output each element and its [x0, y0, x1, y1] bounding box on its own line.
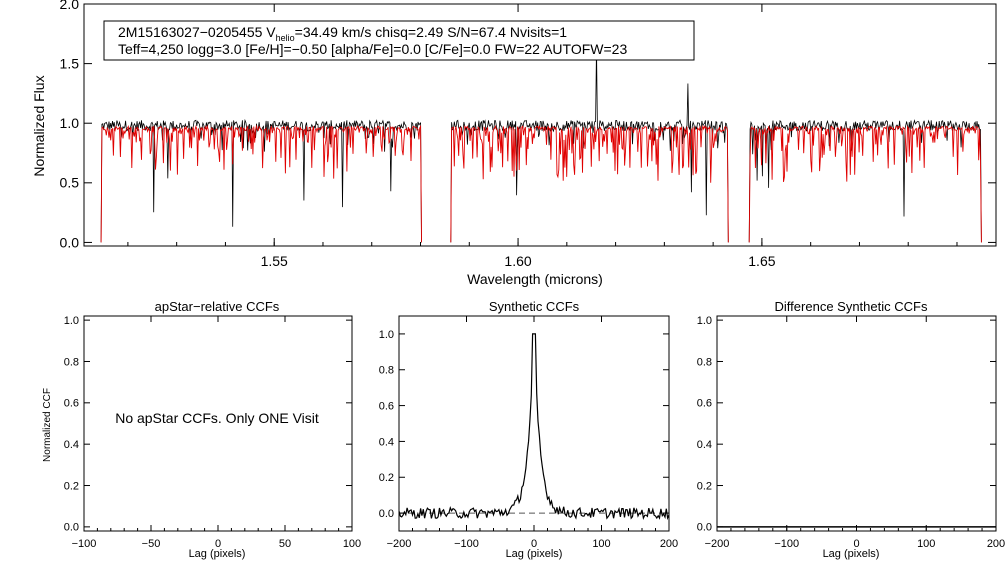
info-line-1: 2M15163027−0205455 Vhelio=34.49 km/s chi…: [118, 24, 567, 43]
observed-spectrum-chip-1: [100, 118, 422, 243]
model-spectrum-chip-1: [100, 124, 422, 243]
x-tick-label: 200: [660, 538, 678, 550]
info-vhelio-sub: helio: [276, 33, 295, 43]
x-tick-label: −100: [454, 538, 479, 550]
y-tick-label: 0.0: [64, 522, 79, 534]
y-tick-label: 0.2: [379, 472, 394, 484]
y-tick-label: 0.2: [697, 480, 712, 492]
info-line-2: Teff=4,250 logg=3.0 [Fe/H]=−0.50 [alpha/…: [118, 41, 627, 57]
ccf-apstar-ticks: −100 −50 0 50 100 0.0 0.2 0.4 0.6 0.8 1.0: [64, 315, 361, 550]
y-tick-label: 0.4: [64, 439, 79, 451]
ccf-synthetic-xlabel: Lag (pixels): [506, 548, 563, 560]
y-tick-label: 0.2: [64, 480, 79, 492]
x-tick-label: −200: [387, 538, 412, 550]
ccf-apstar-title: apStar−relative CCFs: [155, 299, 280, 314]
model-spectrum-chip-3: [748, 125, 982, 243]
y-tick-label: 0.6: [379, 400, 394, 412]
y-tick-label: 0.0: [379, 508, 394, 520]
y-tick-label: 0.5: [60, 175, 80, 191]
ccf-apstar-message: No apStar CCFs. Only ONE Visit: [115, 410, 319, 426]
y-tick-label: 1.0: [379, 329, 394, 341]
ccf-synthetic-frame: [398, 315, 670, 532]
ccf-apstar-xlabel: Lag (pixels): [189, 548, 246, 560]
x-tick-label: 100: [917, 538, 935, 550]
ccf-synthetic-title: Synthetic CCFs: [489, 299, 580, 314]
y-tick-label: 0.6: [697, 398, 712, 410]
x-tick-label: 100: [592, 538, 610, 550]
y-tick-label: 1.5: [60, 56, 80, 72]
y-tick-label: 1.0: [60, 115, 80, 131]
y-tick-label: 0.0: [697, 522, 712, 534]
x-tick-label: 200: [987, 538, 1005, 550]
x-tick-label: −100: [72, 538, 97, 550]
info-box: [103, 20, 695, 61]
ccf-synthetic-ticks: −200 −100 0 100 200 0.0 0.2 0.4 0.6 0.8 1.0: [379, 316, 678, 550]
x-tick-label: −200: [705, 538, 730, 550]
x-tick-label: 0: [531, 538, 537, 550]
spectrum-ticks: 1.55 1.60 1.65 0.0 0.5 1.0 1.5 2.0: [60, 0, 996, 269]
y-tick-label: 0.8: [697, 356, 712, 368]
spectrum-data: [100, 45, 982, 243]
spectrum-frame: [83, 3, 997, 247]
ccf-apstar-plot: apStar−relative CCFs −100 −50 0 50 100 0.0 0.2…: [42, 299, 361, 560]
x-tick-label: 1.55: [261, 253, 288, 269]
synthetic-ccf-line: [398, 333, 670, 521]
x-tick-label: −100: [774, 538, 799, 550]
x-tick-label: 1.65: [748, 253, 775, 269]
y-tick-label: 2.0: [60, 0, 80, 12]
x-tick-label: 0: [215, 538, 221, 550]
y-tick-label: 0.4: [697, 439, 712, 451]
ccf-difference-ticks: −200 −100 0 100 200 0.0 0.2 0.4 0.6 0.8 1.0: [697, 315, 1005, 550]
spectrum-ylabel: Normalized Flux: [31, 75, 47, 176]
observed-spectrum-chip-3: [748, 119, 982, 243]
spectrum-plot: 1.55 1.60 1.65 0.0 0.5 1.0 1.5 2.0 Normalized F…: [31, 0, 997, 287]
y-tick-label: 1.0: [64, 315, 79, 327]
y-tick-label: 0.8: [379, 365, 394, 377]
y-tick-label: 0.8: [64, 356, 79, 368]
ccf-difference-frame: [716, 315, 997, 532]
x-tick-label: 1.60: [504, 253, 531, 269]
y-tick-label: 0.4: [379, 436, 394, 448]
ccf-ylabel: Normalized CCF: [42, 388, 53, 462]
model-spectrum-chip-2: [450, 124, 729, 243]
ccf-difference-title: Difference Synthetic CCFs: [775, 299, 928, 314]
ccf-synthetic-plot: Synthetic CCFs −200 −100 0 100 200 0.0 0.2 0.4 0…: [379, 299, 678, 560]
ccf-difference-plot: Difference Synthetic CCFs −200 −100 0 100 20…: [697, 299, 1005, 560]
x-tick-label: 0: [853, 538, 859, 550]
info-object: 2M15163027−0205455 V: [118, 24, 276, 40]
x-tick-label: −50: [142, 538, 161, 550]
x-tick-label: 50: [279, 538, 291, 550]
ccf-difference-xlabel: Lag (pixels): [823, 548, 880, 560]
spectrum-xlabel: Wavelength (microns): [467, 271, 603, 287]
info-params: =34.49 km/s chisq=2.49 S/N=67.4 Nvisits=…: [295, 24, 568, 40]
y-tick-label: 0.0: [60, 234, 80, 250]
x-tick-label: 100: [343, 538, 361, 550]
ccf-synthetic-data: [398, 333, 670, 521]
y-tick-label: 0.6: [64, 398, 79, 410]
y-tick-label: 1.0: [697, 315, 712, 327]
